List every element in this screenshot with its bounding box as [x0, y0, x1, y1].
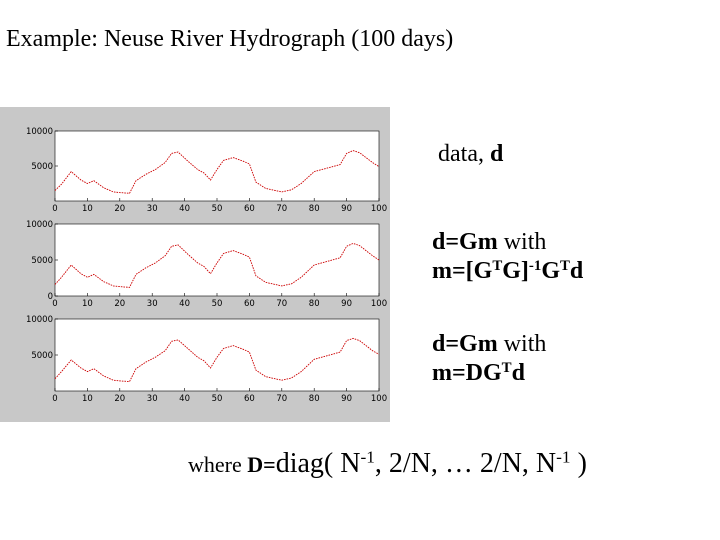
- series-line-1: [54, 150, 380, 194]
- x-tick-label: 50: [212, 204, 223, 214]
- eq1-solution: m=[GTG]-1GTd: [432, 257, 584, 284]
- x-tick-label: 90: [341, 204, 352, 214]
- x-tick-label: 60: [244, 299, 255, 309]
- eq2-line1: d=Gm with: [432, 330, 546, 359]
- footer-diag-expression: diag( N-1, 2/N, … 2/N, N-1 ): [275, 447, 587, 479]
- y-tick-label: 5000: [31, 256, 53, 266]
- y-tick-label: 10000: [26, 127, 53, 137]
- x-tick-label: 70: [276, 299, 287, 309]
- eq2-forward-model: d=Gm: [432, 331, 498, 357]
- eq2-solution: m=DGTd: [432, 359, 525, 386]
- x-tick-label: 0: [52, 299, 57, 309]
- y-tick-label: 10000: [26, 220, 53, 230]
- x-tick-label: 40: [179, 204, 190, 214]
- eq2-with: with: [497, 331, 547, 357]
- footer-definition: where D=diag( N-1, 2/N, … 2/N, N-1 ): [188, 448, 587, 480]
- x-tick-label: 90: [341, 299, 352, 309]
- plot-2: 0 10 20 30 40 50 60 70 80 90 100 0 5000 10000: [26, 220, 387, 309]
- x-tick-label: 20: [114, 204, 125, 214]
- plot-1: 0 10 20 30 40 50 60 70 80 90 100 5000 10000: [26, 127, 387, 214]
- label-data-symbol: d: [489, 141, 504, 167]
- footer-d-eq: D=: [247, 452, 276, 477]
- y-tick-label: 5000: [31, 162, 53, 172]
- x-tick-label: 100: [371, 204, 387, 214]
- label-data-text: data,: [438, 141, 490, 167]
- eq1-line1: d=Gm with: [432, 228, 583, 257]
- y-tick-label: 0: [48, 292, 53, 302]
- series-line-3: [54, 337, 380, 383]
- x-tick-label: 100: [371, 299, 387, 309]
- label-equation-diagonal: d=Gm with m=DGTd: [432, 330, 546, 388]
- x-tick-label: 30: [147, 204, 158, 214]
- plot-area-1: [54, 130, 380, 202]
- eq1-with: with: [497, 229, 547, 255]
- x-tick-label: 80: [309, 299, 320, 309]
- x-tick-label: 90: [341, 394, 352, 404]
- x-tick-label: 60: [244, 204, 255, 214]
- x-tick-label: 50: [212, 394, 223, 404]
- x-tick-label: 10: [82, 394, 93, 404]
- x-tick-label: 50: [212, 299, 223, 309]
- x-tick-label: 40: [179, 394, 190, 404]
- x-tick-label: 10: [82, 204, 93, 214]
- plot-area-2: [54, 223, 380, 297]
- eq1-line2: m=[GTG]-1GTd: [432, 257, 583, 286]
- plot-3: 0 10 20 30 40 50 60 70 80 90 100 5000 10000: [26, 315, 387, 404]
- x-tick-label: 80: [309, 204, 320, 214]
- x-tick-label: 20: [114, 299, 125, 309]
- x-tick-label: 20: [114, 394, 125, 404]
- x-tick-label: 0: [52, 394, 57, 404]
- label-data: data, d: [438, 140, 503, 169]
- x-tick-label: 80: [309, 394, 320, 404]
- x-tick-label: 40: [179, 299, 190, 309]
- eq2-line2: m=DGTd: [432, 359, 546, 388]
- x-tick-label: 0: [52, 204, 57, 214]
- y-tick-label: 5000: [31, 351, 53, 361]
- footer-prefix: where: [188, 452, 248, 477]
- y-tick-label: 10000: [26, 315, 53, 325]
- x-tick-label: 70: [276, 204, 287, 214]
- x-tick-label: 60: [244, 394, 255, 404]
- x-tick-label: 100: [371, 394, 387, 404]
- plot-area-3: [54, 318, 380, 392]
- x-tick-label: 70: [276, 394, 287, 404]
- x-tick-label: 10: [82, 299, 93, 309]
- eq1-forward-model: d=Gm: [432, 229, 498, 255]
- label-equation-least-squares: d=Gm with m=[GTG]-1GTd: [432, 228, 583, 286]
- series-line-2: [54, 242, 380, 288]
- x-tick-label: 30: [147, 299, 158, 309]
- slide-title: Example: Neuse River Hydrograph (100 day…: [6, 26, 454, 52]
- x-tick-label: 30: [147, 394, 158, 404]
